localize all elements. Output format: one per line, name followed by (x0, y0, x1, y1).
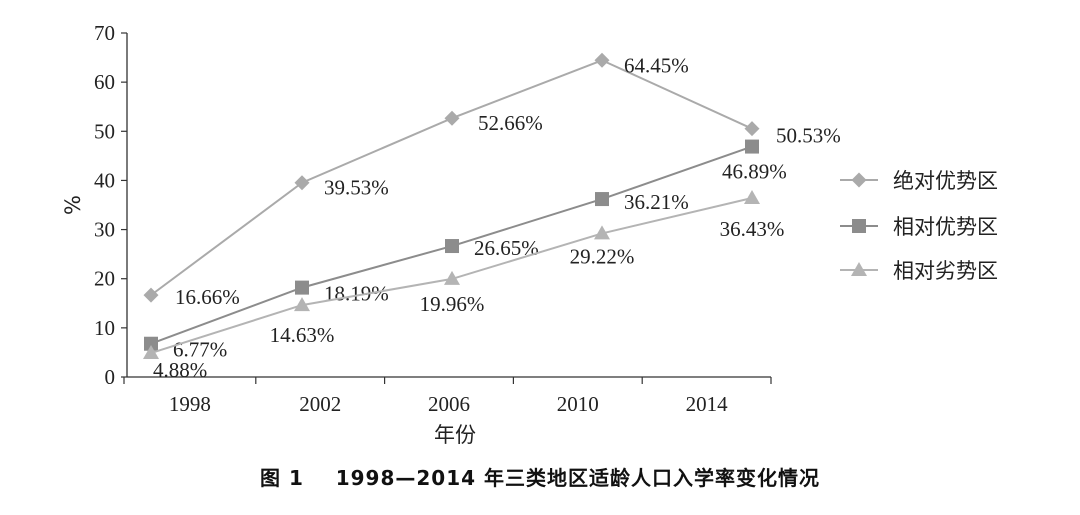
legend-marker (852, 219, 866, 233)
data-point (745, 139, 759, 154)
data-point (744, 121, 760, 137)
data-label: 52.66% (478, 111, 543, 135)
legend-label: 绝对优势区 (893, 169, 998, 193)
x-axis-title: 年份 (434, 423, 476, 447)
data-label: 36.43% (720, 217, 785, 241)
y-tick-label: 60 (94, 70, 115, 94)
y-tick-label: 40 (94, 168, 115, 192)
data-point (594, 52, 610, 68)
data-label: 19.96% (420, 292, 485, 316)
y-tick-label: 10 (94, 316, 115, 340)
y-tick-label: 30 (94, 218, 115, 242)
data-label: 6.77% (173, 338, 227, 362)
data-label: 18.19% (324, 282, 389, 306)
y-tick-label: 70 (94, 21, 115, 45)
legend-label: 相对优势区 (893, 215, 998, 239)
data-point (595, 192, 609, 207)
x-tick-label: 2010 (557, 392, 599, 416)
legend-marker (851, 172, 867, 188)
legend-marker (851, 262, 867, 276)
data-point (444, 110, 460, 126)
data-label: 4.88% (153, 358, 207, 382)
x-tick-label: 2006 (428, 392, 470, 416)
line-chart: 0 10 20 30 40 50 60 70 1998 2002 2006 2010 2014 年份% 16… (61, 21, 998, 447)
x-tick-label: 2014 (686, 392, 729, 416)
data-point (744, 189, 760, 204)
data-point (294, 297, 310, 312)
data-label: 46.89% (722, 160, 787, 184)
data-point (144, 336, 158, 351)
data-label: 50.53% (776, 124, 841, 148)
data-label: 14.63% (270, 323, 335, 347)
y-tick-label: 50 (94, 119, 115, 143)
data-point (143, 345, 159, 360)
y-tick-label: 0 (105, 365, 116, 389)
data-point (445, 239, 459, 254)
x-tick-label: 2002 (299, 392, 341, 416)
figure-caption: 图 1 1998—2014 年三类地区适龄人口入学率变化情况 (259, 466, 821, 490)
x-tick-label: 1998 (169, 392, 211, 416)
data-label: 64.45% (624, 53, 689, 77)
data-point (444, 270, 460, 285)
data-label: 36.21% (624, 190, 689, 214)
y-tick-label: 20 (94, 267, 115, 291)
data-point (294, 175, 310, 191)
data-label: 29.22% (570, 244, 635, 268)
y-axis-title: % (61, 195, 85, 215)
data-label: 16.66% (175, 285, 240, 309)
data-point (143, 287, 159, 303)
data-point (594, 225, 610, 240)
data-point (295, 280, 309, 295)
data-label: 39.53% (324, 176, 389, 200)
legend-label: 相对劣势区 (893, 259, 998, 283)
